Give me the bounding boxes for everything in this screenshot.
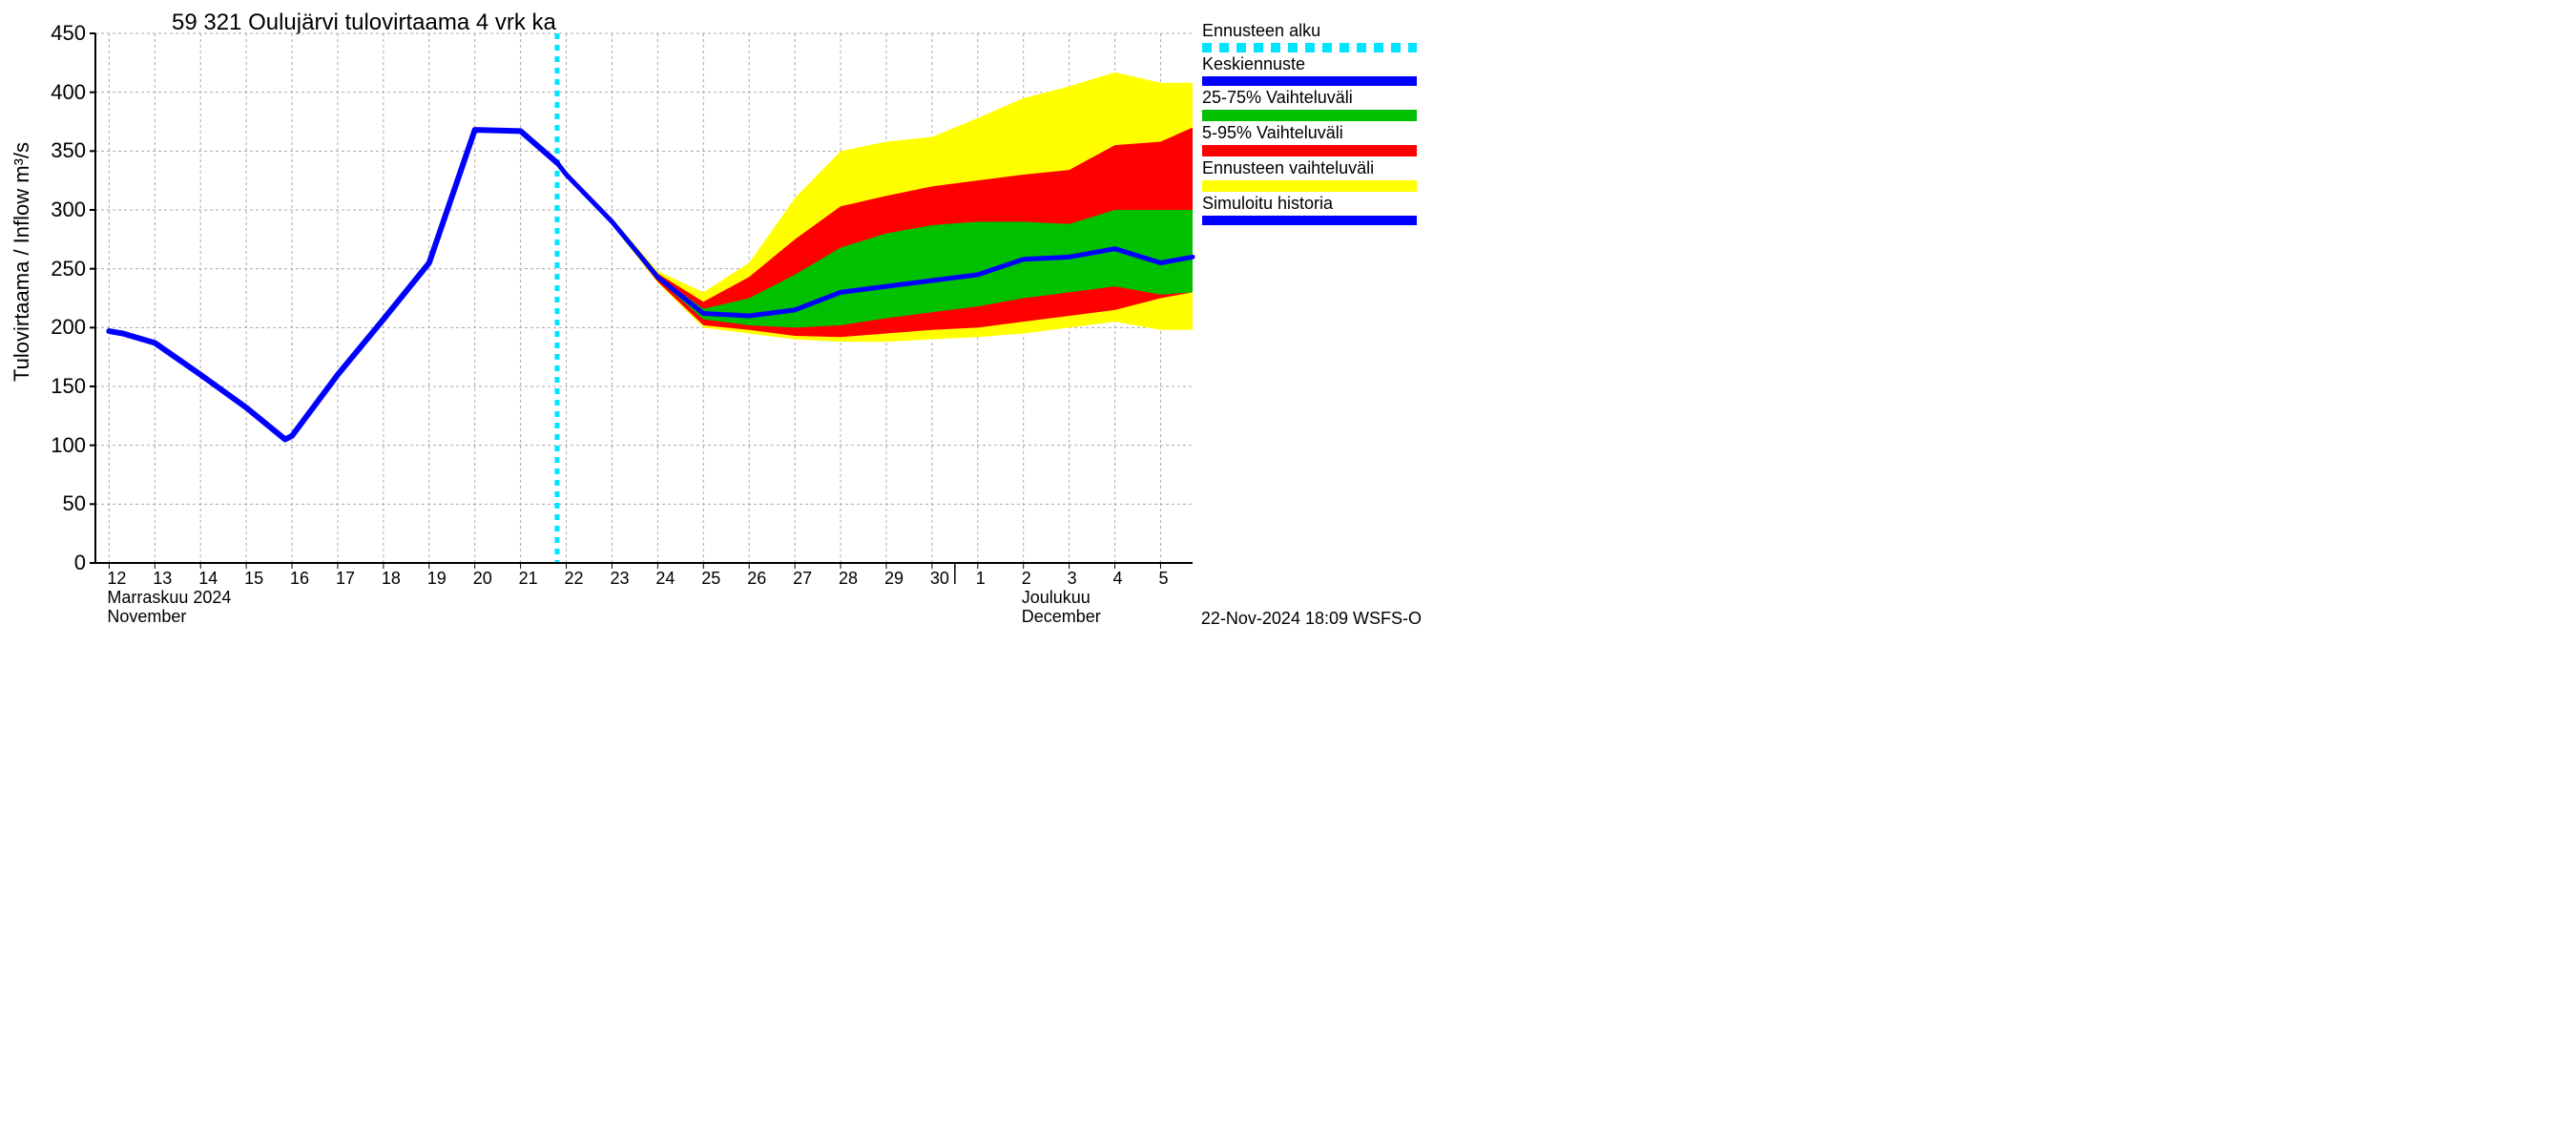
x-tick-label: 5 — [1158, 569, 1168, 589]
legend-swatch — [1202, 76, 1417, 86]
legend-item: 25-75% Vaihteluväli — [1202, 88, 1422, 121]
chart-title: 59 321 Oulujärvi tulovirtaama 4 vrk ka — [172, 10, 556, 36]
x-tick-label: 16 — [290, 569, 309, 589]
y-tick-label: 100 — [38, 433, 86, 458]
month-label-fi: Joulukuu — [1022, 588, 1091, 608]
legend: Ennusteen alku Keskiennuste 25-75% Vaihtel… — [1202, 21, 1422, 227]
x-tick-label: 3 — [1068, 569, 1077, 589]
x-tick-label: 24 — [655, 569, 675, 589]
x-tick-label: 20 — [473, 569, 492, 589]
legend-label: 25-75% Vaihteluväli — [1202, 88, 1422, 108]
legend-label: Ennusteen alku — [1202, 21, 1422, 41]
y-tick-label: 300 — [38, 198, 86, 222]
month-label-en: December — [1022, 607, 1101, 627]
y-tick-label: 350 — [38, 138, 86, 163]
legend-item: Ennusteen alku — [1202, 21, 1422, 52]
x-tick-label: 26 — [747, 569, 766, 589]
legend-swatch — [1202, 43, 1417, 52]
x-tick-label: 4 — [1113, 569, 1123, 589]
x-tick-label: 22 — [565, 569, 584, 589]
x-tick-label: 30 — [930, 569, 949, 589]
x-tick-label: 25 — [701, 569, 720, 589]
y-tick-label: 150 — [38, 374, 86, 399]
y-tick-label: 0 — [38, 551, 86, 575]
month-label-en: November — [107, 607, 186, 627]
x-tick-label: 1 — [976, 569, 986, 589]
x-tick-label: 23 — [610, 569, 629, 589]
x-tick-label: 12 — [107, 569, 126, 589]
legend-label: Ennusteen vaihteluväli — [1202, 158, 1422, 178]
y-tick-label: 200 — [38, 315, 86, 340]
plot-svg — [95, 33, 1195, 565]
legend-label: 5-95% Vaihteluväli — [1202, 123, 1422, 143]
x-tick-label: 29 — [884, 569, 904, 589]
x-tick-label: 28 — [839, 569, 858, 589]
legend-item: Ennusteen vaihteluväli — [1202, 158, 1422, 192]
y-axis-label: Tulovirtaama / Inflow m³/s — [10, 142, 34, 382]
x-tick-label: 17 — [336, 569, 355, 589]
x-tick-label: 14 — [198, 569, 218, 589]
y-tick-label: 250 — [38, 257, 86, 281]
y-tick-label: 50 — [38, 491, 86, 516]
legend-item: Keskiennuste — [1202, 54, 1422, 86]
x-tick-label: 15 — [244, 569, 263, 589]
legend-label: Simuloitu historia — [1202, 194, 1422, 214]
timestamp: 22-Nov-2024 18:09 WSFS-O — [1201, 609, 1422, 629]
x-tick-label: 19 — [427, 569, 447, 589]
x-tick-label: 13 — [153, 569, 172, 589]
legend-label: Keskiennuste — [1202, 54, 1422, 74]
legend-item: Simuloitu historia — [1202, 194, 1422, 225]
x-tick-label: 2 — [1022, 569, 1031, 589]
legend-swatch — [1202, 145, 1417, 156]
y-tick-label: 400 — [38, 80, 86, 105]
legend-swatch — [1202, 216, 1417, 225]
x-tick-label: 18 — [382, 569, 401, 589]
legend-swatch — [1202, 110, 1417, 121]
y-tick-label: 450 — [38, 21, 86, 46]
chart-container: 59 321 Oulujärvi tulovirtaama 4 vrk ka T… — [0, 0, 1431, 636]
x-tick-label: 27 — [793, 569, 812, 589]
month-label-fi: Marraskuu 2024 — [107, 588, 231, 608]
legend-swatch — [1202, 180, 1417, 192]
x-tick-label: 21 — [519, 569, 538, 589]
legend-item: 5-95% Vaihteluväli — [1202, 123, 1422, 156]
